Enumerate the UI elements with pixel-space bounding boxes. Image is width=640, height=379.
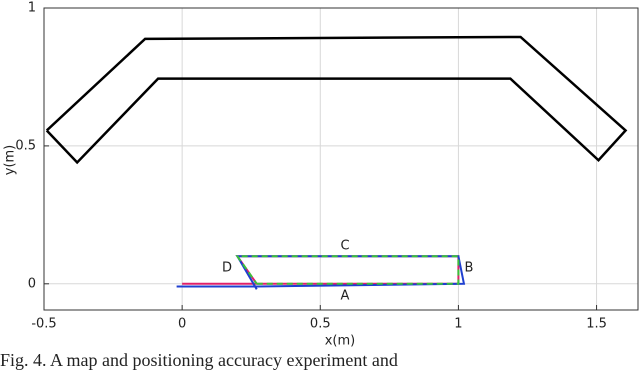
trajectory-line [45, 35, 628, 165]
x-tick-label: 1.5 [586, 317, 607, 332]
trajectory-line [176, 255, 466, 290]
annotation: D [222, 261, 232, 276]
x-tick-label: 1 [454, 317, 462, 332]
x-tick-label: 0 [178, 317, 186, 332]
annotation: A [341, 289, 350, 304]
x-tick-label: -0.5 [31, 317, 56, 332]
y-tick-label: 0.5 [15, 138, 36, 153]
x-tick-label: 0.5 [310, 317, 331, 332]
y-tick-label: 1 [28, 1, 36, 16]
x-axis-label: x(m) [325, 334, 356, 349]
y-axis-label: y(m) [3, 145, 18, 176]
trajectory-line [235, 255, 460, 285]
annotation: C [340, 239, 349, 254]
caption: Fig. 4. A map and positioning accuracy e… [0, 350, 398, 370]
plot-frame [43, 7, 639, 311]
y-tick-label: 0 [28, 276, 36, 291]
annotation: B [465, 261, 474, 276]
